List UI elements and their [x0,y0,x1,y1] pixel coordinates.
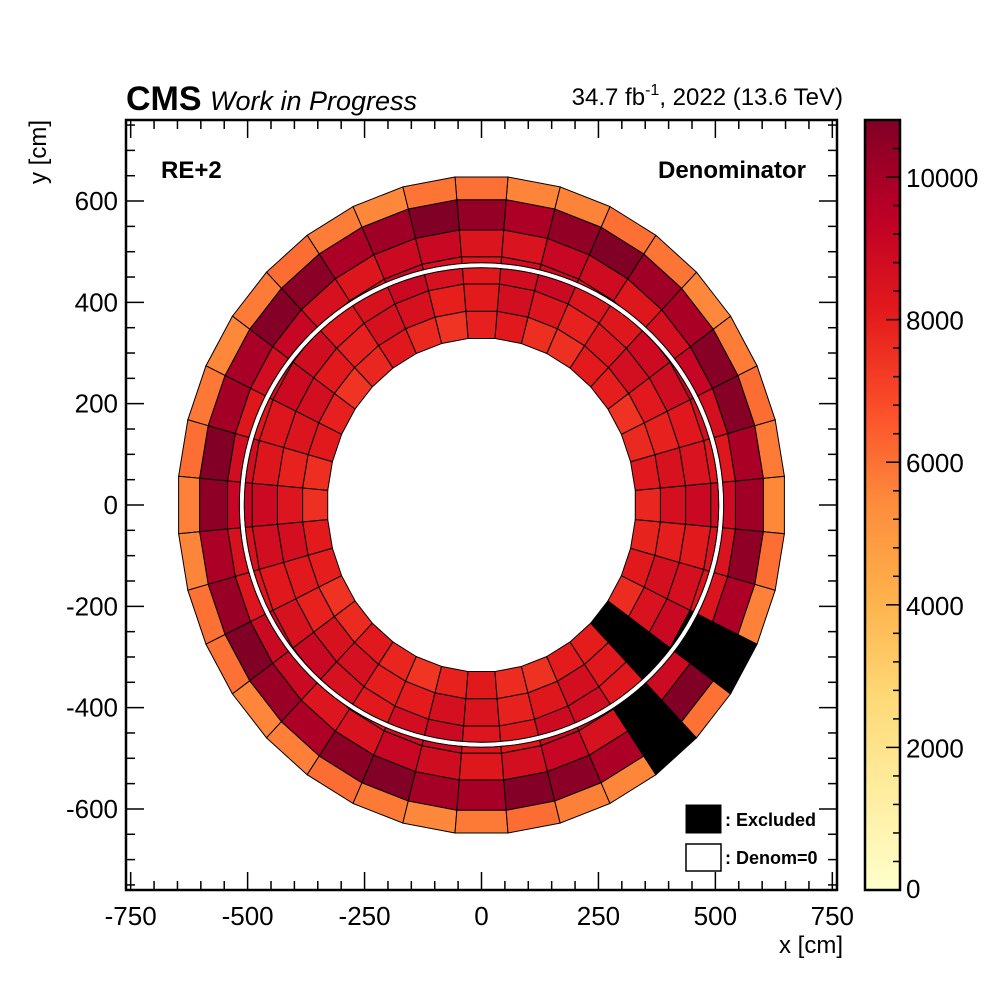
axis-ticks: -750 -500 -250 0 250 500 750 -600 -400 -200 0 200 40… [66,120,854,931]
lumi-value: 34.7 fb [572,84,645,111]
heatmap-cell [199,477,229,533]
x-tick-label: -500 [222,901,274,931]
y-tick-label: 400 [75,287,118,317]
legend-label-excluded: : Excluded [725,810,816,830]
colorbar-tick-label: 10000 [906,163,978,193]
experiment-label: CMS [126,80,202,118]
colorbar-tick-label: 4000 [906,591,964,621]
heatmap-cell [178,475,201,535]
heatmap-cell [762,475,785,535]
plot-frame [124,118,839,892]
x-tick-label: 750 [811,901,854,931]
region-label: RE+2 [161,157,222,184]
y-tick-label: -200 [66,591,118,621]
colorbar-tick-label: 0 [906,874,920,904]
legend-swatch-denom-zero [685,843,722,872]
heatmap-cell [276,485,304,525]
heatmap-cell [460,725,503,754]
y-tick-label: 0 [104,490,118,520]
x-tick-label: -250 [339,901,391,931]
colorbar-tick-label: 6000 [906,448,964,478]
heatmap-cell [458,752,505,781]
heatmap-cell [463,698,500,727]
lumi-exponent: -1 [645,82,659,99]
colorbar-gradient [863,118,902,892]
x-tick-label: -750 [105,901,157,931]
x-tick-label: 500 [694,901,737,931]
heatmap-cells [178,176,785,834]
status-label: Work in Progress [210,86,417,116]
heatmap-cell [685,482,712,528]
separator-ring-outline-outer [238,262,725,748]
lumi-label: 34.7 fb-1, 2022 (13.6 TeV) [572,82,843,111]
x-tick-label: 250 [577,901,620,931]
x-tick-label: 0 [474,901,488,931]
legend-label-denom-zero: : Denom=0 [725,848,818,868]
colorbar-tick-label: 8000 [906,306,964,336]
colorbar: 0 2000 4000 6000 8000 10000 [863,118,978,904]
heatmap-cell [456,779,507,811]
heatmap-cell [454,809,509,834]
separator-ring-outline-inner [243,267,720,743]
heatmap-cell [463,283,500,312]
y-tick-label: -600 [66,794,118,824]
heatmap-cell [634,487,661,523]
heatmap-cell [251,482,278,528]
y-axis-title: y [cm] [25,120,52,184]
y-tick-label: 600 [75,186,118,216]
heatmap-cell [734,477,764,533]
colorbar-tick-label: 2000 [906,733,964,763]
heatmap-cell [659,485,687,525]
heatmap-cell [754,531,785,591]
heatmap-cell [465,310,498,339]
heatmap-cell [460,256,503,285]
x-axis-title: x [cm] [779,932,843,959]
heatmap-cell [465,671,498,700]
heatmap-cell [302,487,329,523]
separator-ring-white [239,263,724,747]
legend-swatch-excluded [685,804,722,834]
lumi-suffix: , 2022 (13.6 TeV) [659,84,843,111]
legend: : Excluded : Denom=0 [685,804,818,872]
heatmap-cell [456,199,507,231]
y-tick-label: -400 [66,693,118,723]
colorbar-ticks: 0 2000 4000 6000 8000 10000 [886,119,978,904]
heatmap-cell [458,229,505,258]
quantity-label: Denominator [658,157,806,184]
y-tick-label: 200 [75,389,118,419]
heatmap-cell [454,176,509,201]
